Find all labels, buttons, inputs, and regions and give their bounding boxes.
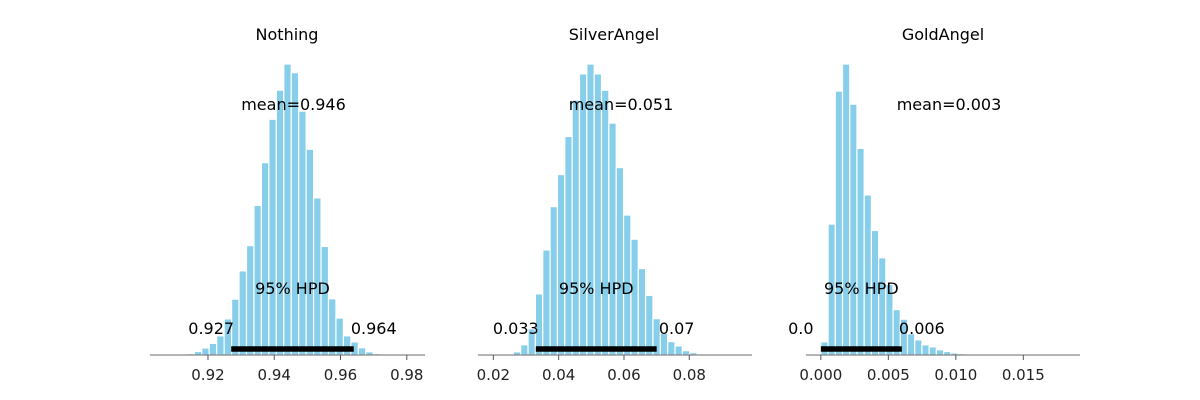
x-tick-label: 0.06 <box>607 366 640 384</box>
panel-goldangel: GoldAngel 0.000 0.005 0.010 0.015 mean=0.00… <box>788 25 1080 384</box>
histogram-bars <box>505 63 713 356</box>
histogram-bar <box>193 350 203 356</box>
histogram-bar <box>914 339 923 356</box>
histogram-bar <box>268 118 277 356</box>
histogram-bar <box>290 72 300 356</box>
histogram-bar <box>260 162 270 356</box>
x-axis-ticks: 0.92 0.94 0.96 0.98 <box>191 355 423 384</box>
panel-silverangel: SilverAngel 0.02 0.04 0.06 0.08 mean=0.051 … <box>477 25 752 384</box>
hpd-label: 95% HPD <box>559 279 634 298</box>
histogram-bar <box>943 350 952 356</box>
panel-nothing: Nothing 0.92 0.94 0.96 0.98 mean=0.946 95% … <box>150 25 425 384</box>
panel-title: SilverAngel <box>569 25 659 44</box>
histogram-bar <box>542 249 551 356</box>
histogram-bar <box>600 89 610 356</box>
histogram-bar <box>928 346 937 356</box>
hpd-high-label: 0.006 <box>899 319 945 338</box>
x-tick-label: 0.04 <box>542 366 575 384</box>
x-tick-label: 0.94 <box>258 366 291 384</box>
x-tick-label: 0.000 <box>799 366 842 384</box>
histogram-bar <box>841 63 851 356</box>
hpd-low-label: 0.033 <box>493 319 539 338</box>
histogram-bar <box>549 205 559 356</box>
histogram-bar <box>245 244 255 356</box>
x-tick-label: 0.005 <box>867 366 910 384</box>
hpd-low-label: 0.0 <box>788 319 813 338</box>
histogram-bar <box>615 166 625 356</box>
histogram-bar <box>667 341 676 356</box>
x-tick-label: 0.98 <box>390 366 423 384</box>
x-axis-ticks: 0.02 0.04 0.06 0.08 <box>477 355 706 384</box>
histogram-bar <box>564 135 573 356</box>
histogram-bar <box>578 73 588 356</box>
histogram-bar <box>645 294 654 356</box>
histogram-bar <box>312 197 322 356</box>
histogram-bar <box>921 344 930 356</box>
histogram-bar <box>863 194 873 356</box>
histogram-bar <box>637 267 647 356</box>
x-tick-label: 0.08 <box>673 366 706 384</box>
mean-label: mean=0.003 <box>897 95 1002 114</box>
hpd-high-label: 0.07 <box>659 319 695 338</box>
histogram-bar <box>856 147 865 356</box>
histogram-bar <box>878 257 887 356</box>
hpd-low-label: 0.927 <box>188 319 234 338</box>
histogram-bar <box>201 347 210 356</box>
histogram-bar <box>216 335 225 356</box>
x-tick-label: 0.02 <box>477 366 510 384</box>
hpd-label: 95% HPD <box>255 279 330 298</box>
histogram-bar <box>674 345 683 356</box>
x-tick-label: 0.96 <box>324 366 357 384</box>
histogram-bar <box>556 173 566 356</box>
panel-title: Nothing <box>256 25 319 44</box>
histogram-bar <box>608 122 617 356</box>
histogram-bar <box>935 349 945 356</box>
histogram-bar <box>681 350 691 356</box>
histogram-bar <box>208 342 218 356</box>
histogram-bar <box>342 335 352 356</box>
hpd-high-label: 0.964 <box>351 319 397 338</box>
histogram-bar <box>298 110 307 356</box>
x-axis-ticks: 0.000 0.005 0.010 0.015 <box>799 355 1045 384</box>
histogram-bar <box>320 245 330 356</box>
histogram-bar <box>520 344 529 356</box>
histogram-bar <box>571 99 581 356</box>
x-tick-label: 0.015 <box>1002 366 1045 384</box>
histogram-bar <box>357 347 367 356</box>
histogram-bar <box>238 270 248 356</box>
histogram-bar <box>593 73 603 356</box>
histogram-bar <box>834 90 844 356</box>
histogram-bars <box>820 63 1053 356</box>
histogram-bar <box>849 103 858 356</box>
histogram-bars <box>178 63 389 356</box>
mean-label: mean=0.946 <box>241 95 346 114</box>
x-tick-label: 0.010 <box>934 366 977 384</box>
panel-title: GoldAngel <box>902 25 984 44</box>
mean-label: mean=0.051 <box>569 95 674 114</box>
x-tick-label: 0.92 <box>191 366 224 384</box>
histogram-bar <box>305 148 315 356</box>
histogram-bar <box>275 89 285 356</box>
hpd-label: 95% HPD <box>824 279 899 298</box>
